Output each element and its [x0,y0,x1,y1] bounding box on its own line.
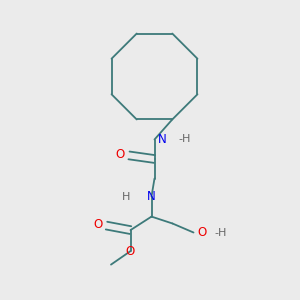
Text: O: O [126,244,135,258]
Text: N: N [147,190,156,203]
Text: N: N [158,133,166,146]
Text: O: O [115,148,124,161]
Text: -H: -H [214,227,227,238]
Text: H: H [122,191,130,202]
Text: -H: -H [178,134,191,145]
Text: O: O [197,226,207,239]
Text: O: O [94,218,103,232]
